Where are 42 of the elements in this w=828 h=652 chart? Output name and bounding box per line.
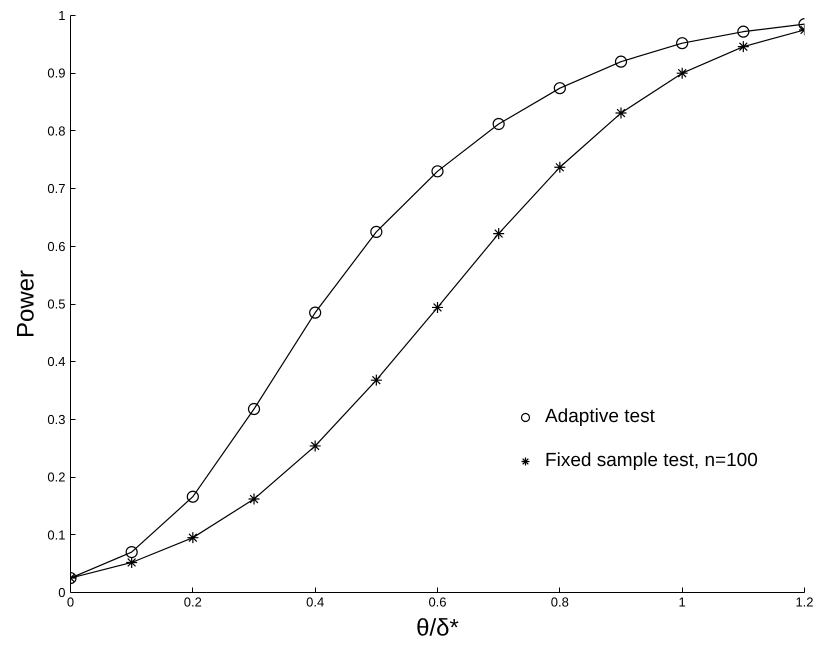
point [737,40,750,53]
point [676,67,688,80]
point [186,532,199,544]
y-tick-label: 0.4 [47,354,66,370]
x-tick-label: 0.8 [550,594,569,610]
x-tick-label: 1.2 [795,594,814,610]
y-tick-label: 0.1 [47,527,66,542]
point [554,161,566,174]
y-tick-label: 0.9 [47,66,66,81]
point [492,118,505,130]
point [614,106,628,120]
y-tick-label: 0.6 [47,238,66,254]
point [614,56,628,68]
x-tick-label: 0.2 [184,594,202,610]
y-axis-title: Power [12,270,40,338]
y-tick-label: 0.7 [47,181,66,196]
y-tick-label: 0.5 [47,296,66,312]
y-tick-label: 0 [58,585,66,600]
point [554,82,566,94]
x-axis-title: θ/δ* [416,614,459,642]
point [126,546,138,558]
point [309,440,322,452]
x-tick-label: 0.6 [428,594,447,610]
point [186,490,199,503]
point [370,374,382,386]
point [309,306,322,319]
y-tick-label: 1 [58,8,66,23]
point [431,165,444,178]
legend-label: Adaptive test [545,406,655,428]
point [737,26,750,38]
point [248,492,260,506]
y-tick-label: 0.2 [47,470,66,485]
y-tick-label: 0.3 [47,412,66,427]
point [370,226,382,238]
point [248,402,260,416]
x-tick-label: 1 [678,594,686,610]
point [492,228,505,240]
point [431,301,444,314]
x-tick-label: 0.4 [306,594,324,610]
point [676,37,688,50]
y-tick-label: 0.8 [47,123,66,138]
legend-label: Fixed sample test, n=100 [545,450,758,472]
